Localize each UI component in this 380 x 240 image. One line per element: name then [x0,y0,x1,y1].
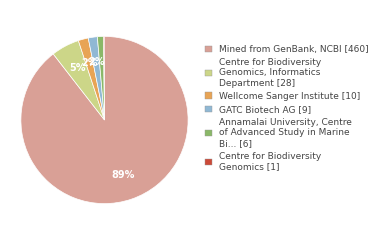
Wedge shape [78,38,105,120]
Wedge shape [103,36,105,120]
Wedge shape [88,37,105,120]
Wedge shape [97,36,104,120]
Text: 2%: 2% [88,57,105,67]
Text: 89%: 89% [112,170,135,180]
Wedge shape [21,36,188,204]
Text: 5%: 5% [69,63,85,73]
Legend: Mined from GenBank, NCBI [460], Centre for Biodiversity
Genomics, Informatics
De: Mined from GenBank, NCBI [460], Centre f… [205,45,368,171]
Text: 2%: 2% [81,58,98,68]
Wedge shape [53,41,104,120]
